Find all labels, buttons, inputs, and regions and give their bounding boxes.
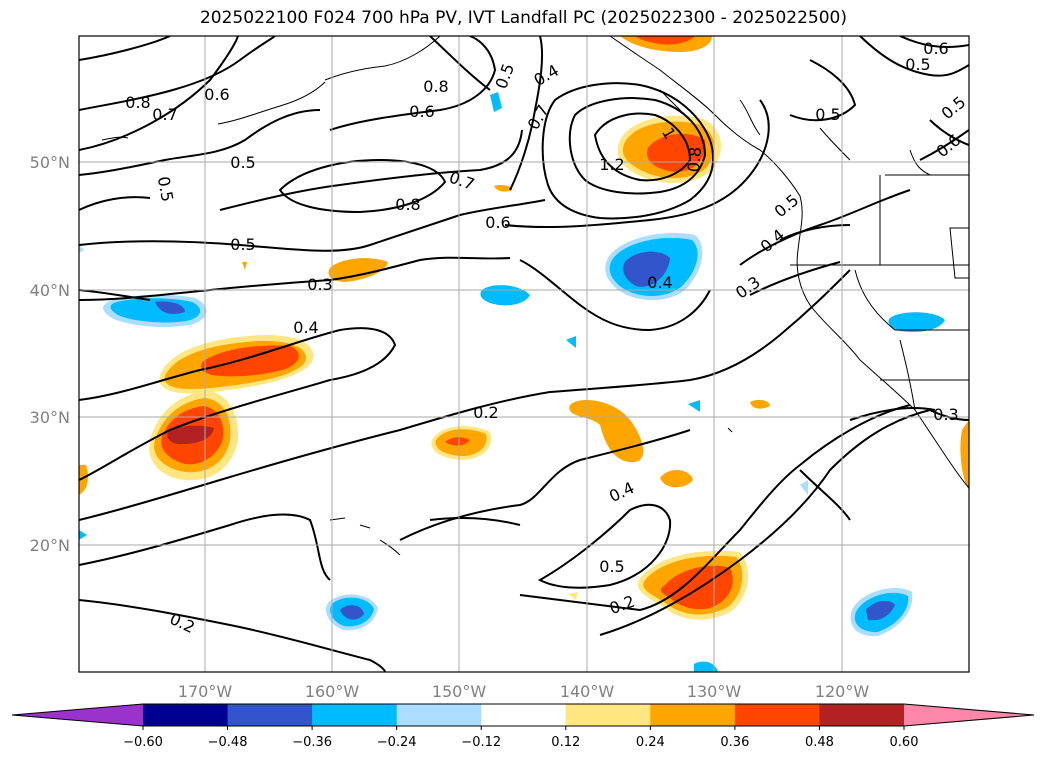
colorbar-segment [734, 704, 820, 726]
lon-label: 140°W [560, 682, 615, 701]
lat-label: 50°N [30, 153, 70, 172]
map-frame [78, 35, 970, 673]
colorbar-tick-label: −0.36 [292, 735, 332, 750]
contour-label: 0.7 [152, 105, 177, 124]
colorbar-tick-label: 0.36 [720, 735, 749, 750]
longitude-labels: 170°W 160°W 150°W 140°W 130°W 120°W [178, 682, 870, 701]
colorbar-tick-label: −0.60 [123, 735, 163, 750]
lat-label: 40°N [30, 281, 70, 300]
colorbar-tick-label: 0.24 [636, 735, 665, 750]
latitude-labels: 50°N 40°N 30°N 20°N [30, 153, 70, 555]
contour-label: 0.5 [230, 153, 255, 172]
lon-label: 160°W [305, 682, 360, 701]
colorbar-segment [819, 704, 905, 726]
contour-label: 0.6 [204, 85, 229, 104]
lon-label: 150°W [432, 682, 487, 701]
shaded-positive-anomalies [79, 36, 969, 620]
contour-label: 0.8 [125, 93, 150, 112]
contour-label: 0.5 [154, 175, 177, 203]
colorbar-tick-label: 0.12 [551, 735, 580, 750]
contour-label: 0.5 [905, 55, 930, 74]
colorbar-segment [481, 704, 567, 726]
contour-label: 0.8 [395, 195, 420, 214]
colorbar-tick-label: −0.12 [461, 735, 501, 750]
colorbar-tick-label: 0.60 [890, 735, 919, 750]
contour-label: 0.4 [647, 273, 672, 292]
contour-label: 0.5 [230, 235, 255, 254]
map-title: 2025022100 F024 700 hPa PV, IVT Landfall… [199, 8, 847, 28]
colorbar-segment [565, 704, 651, 726]
contour-label: 0.8 [684, 146, 705, 173]
contour-label: 0.3 [307, 275, 332, 294]
colorbar-extend-low [12, 704, 143, 726]
colorbar-segment [227, 704, 313, 726]
contour-label: 0.6 [923, 39, 948, 58]
shaded-negative-anomalies [79, 92, 945, 672]
colorbar-segment [312, 704, 398, 726]
lon-label: 130°W [687, 682, 742, 701]
colorbar-segment [143, 704, 229, 726]
coastlines [101, 36, 969, 556]
colorbar-segment [396, 704, 482, 726]
contour-label: 0.5 [599, 557, 624, 576]
contour-label: 0.6 [485, 213, 510, 232]
colorbar-tick-label: 0.48 [805, 735, 834, 750]
colorbar: −0.60 −0.48 −0.36 −0.24 −0.12 0.12 0.24 0.36 0.4… [11, 703, 1035, 750]
lon-label: 120°W [815, 682, 870, 701]
graticule [79, 36, 969, 672]
colorbar-segment [650, 704, 736, 726]
contour-label: 0.5 [815, 105, 840, 124]
contour-label: 1.2 [599, 155, 624, 174]
colorbar-tick-label: −0.48 [208, 735, 248, 750]
contour-label: 0.2 [473, 403, 498, 422]
contour-label: 0.3 [933, 405, 958, 424]
lat-label: 20°N [30, 536, 70, 555]
pv-contours [79, 36, 969, 672]
lon-label: 170°W [178, 682, 233, 701]
colorbar-tick-label: −0.24 [377, 735, 417, 750]
colorbar-extend-high [904, 704, 1034, 726]
contour-label: 0.4 [293, 318, 318, 337]
contour-label: 0.6 [409, 102, 434, 121]
contour-label: 0.8 [423, 77, 448, 96]
lat-label: 30°N [30, 408, 70, 427]
